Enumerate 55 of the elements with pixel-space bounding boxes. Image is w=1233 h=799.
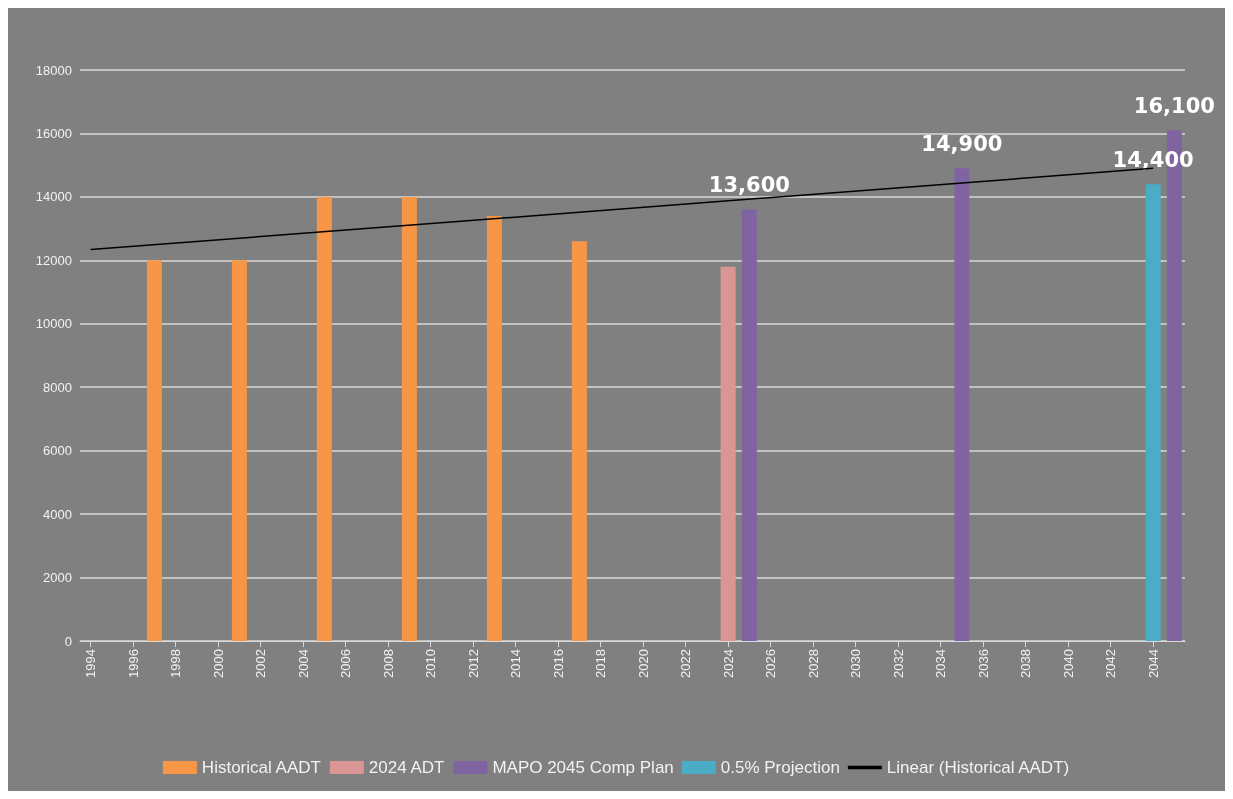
x-tick-label: 2040	[1060, 649, 1076, 678]
x-tick-label: 2032	[890, 649, 906, 678]
x-tick-label: 2042	[1103, 649, 1119, 678]
bar	[1145, 184, 1161, 641]
x-tick-label: 2014	[508, 649, 524, 678]
x-tick-label: 2004	[295, 649, 311, 678]
bar	[954, 168, 970, 641]
bar	[571, 241, 587, 641]
data-label: 14,900	[921, 131, 1003, 156]
x-tick-label: 2030	[848, 649, 864, 678]
x-tick-label: 2022	[678, 649, 694, 678]
bar	[231, 260, 247, 641]
data-label: 13,600	[708, 173, 790, 198]
x-tick-label: 2018	[593, 649, 609, 678]
y-tick-label: 8000	[43, 379, 72, 395]
bar	[741, 209, 757, 641]
x-tick-label: 2000	[210, 649, 226, 678]
legend-label: MAPO 2045 Comp Plan	[492, 758, 674, 777]
data-label: 14,400	[1112, 147, 1194, 172]
y-tick-label: 14000	[35, 189, 72, 205]
x-tick-label: 2026	[763, 649, 779, 678]
x-tick-label: 2006	[338, 649, 354, 678]
bar	[486, 215, 502, 641]
y-tick-label: 16000	[35, 125, 72, 141]
y-tick-label: 10000	[35, 316, 72, 332]
legend-label: 0.5% Projection	[720, 758, 840, 777]
bar	[720, 266, 736, 641]
y-tick-label: 18000	[35, 62, 72, 78]
x-tick-label: 2002	[253, 649, 269, 678]
x-tick-label: 2036	[975, 649, 991, 678]
x-tick-label: 2016	[550, 649, 566, 678]
y-tick-label: 12000	[35, 252, 72, 268]
bar	[146, 260, 162, 641]
y-tick-label: 4000	[43, 506, 72, 522]
x-tick-label: 1998	[168, 649, 184, 678]
x-tick-label: 2028	[805, 649, 821, 678]
bar	[401, 196, 417, 641]
y-tick-label: 6000	[43, 443, 72, 459]
x-tick-label: 1994	[83, 649, 99, 678]
bar	[316, 196, 332, 641]
legend-label: Linear (Historical AADT)	[886, 758, 1070, 777]
legend-label: Historical AADT	[201, 758, 321, 777]
y-tick-label: 0	[64, 633, 72, 649]
x-tick-label: 2044	[1145, 649, 1161, 678]
x-tick-label: 2008	[380, 649, 396, 678]
x-tick-label: 2038	[1018, 649, 1034, 678]
x-tick-label: 1996	[125, 649, 141, 678]
x-tick-label: 2034	[933, 649, 949, 678]
y-tick-label: 2000	[43, 570, 72, 586]
x-tick-label: 2010	[423, 649, 439, 678]
x-tick-label: 2020	[635, 649, 651, 678]
x-tick-label: 2012	[465, 649, 481, 678]
x-tick-label: 2024	[720, 649, 736, 678]
legend-label: 2024 ADT	[368, 758, 445, 777]
data-label: 16,100	[1133, 93, 1215, 118]
